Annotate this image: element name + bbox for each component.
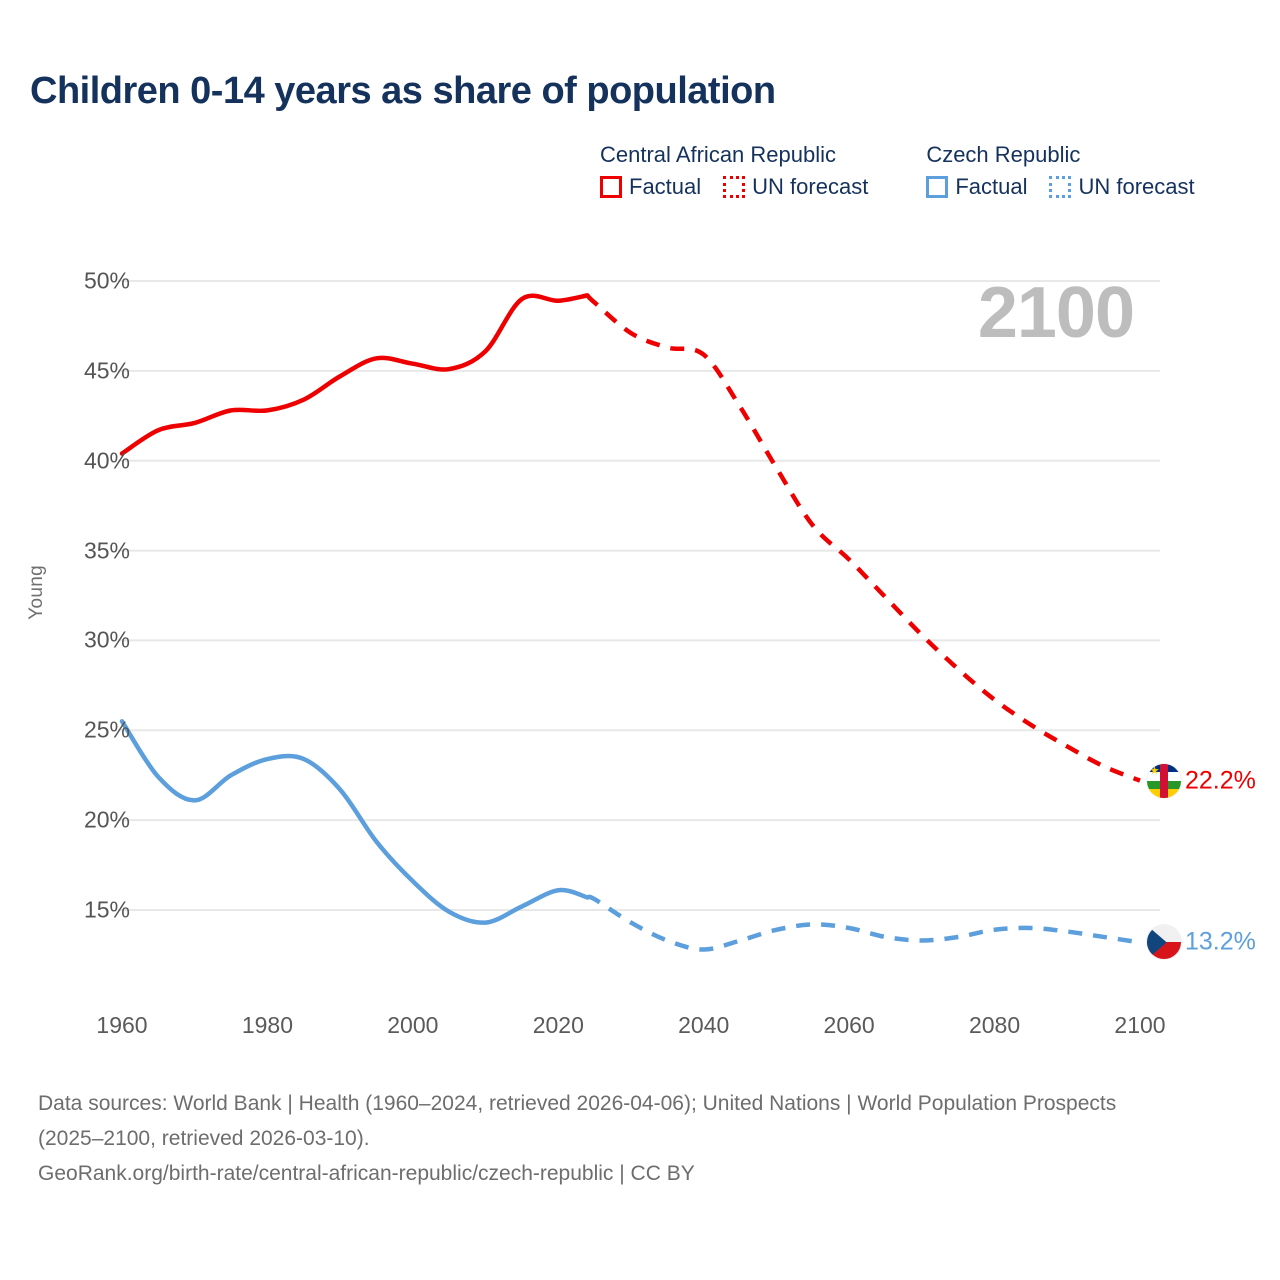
footer-line-2: Population Prospects (2025–2100, retriev… bbox=[38, 1092, 1117, 1150]
legend-group-car: Central African Republic Factual UN fore… bbox=[600, 142, 868, 200]
y-axis-tick-label: 20% bbox=[83, 806, 130, 833]
y-axis-tick-label: 25% bbox=[83, 716, 130, 743]
y-axis-tick-label: 45% bbox=[83, 357, 130, 384]
dotted-line-swatch-icon bbox=[723, 176, 746, 198]
legend-item-cze-factual[interactable]: Factual bbox=[926, 174, 1027, 200]
y-axis-tick-label: 35% bbox=[83, 537, 130, 564]
x-axis-tick-label: 1960 bbox=[96, 1012, 148, 1038]
legend-item-car-factual[interactable]: Factual bbox=[600, 174, 701, 200]
dotted-line-swatch-icon bbox=[1049, 176, 1072, 198]
legend-items-cze: Factual UN forecast bbox=[926, 174, 1195, 200]
solid-line-swatch-icon bbox=[600, 176, 622, 198]
x-axis-tick-label: 2020 bbox=[532, 1012, 584, 1038]
legend-label-car-forecast: UN forecast bbox=[752, 174, 869, 199]
legend-country-car: Central African Republic bbox=[600, 142, 837, 167]
y-axis-label: Young bbox=[26, 565, 47, 620]
y-axis-ticks: 15% 20% 25% 30% 35% 40% 45% 50% bbox=[58, 0, 130, 1280]
y-axis-tick-label: 50% bbox=[83, 267, 130, 294]
solid-line-swatch-icon bbox=[926, 176, 949, 198]
legend-items-car: Factual UN forecast bbox=[600, 174, 868, 200]
footer-line-3[interactable]: GeoRank.org/birth-rate/central-african-r… bbox=[38, 1162, 695, 1185]
cze-flag-icon bbox=[1147, 925, 1181, 960]
year-watermark: 2100 bbox=[977, 273, 1135, 353]
endpoint-label-cze: 13.2% bbox=[1185, 927, 1256, 956]
car-flag-icon bbox=[1147, 763, 1181, 798]
chart-legend: Central African Republic Factual UN fore… bbox=[600, 142, 1260, 200]
legend-item-cze-forecast[interactable]: UN forecast bbox=[1049, 174, 1195, 200]
legend-label-car-factual: Factual bbox=[629, 174, 702, 199]
legend-item-car-forecast[interactable]: UN forecast bbox=[723, 174, 868, 200]
footer-line-1: Data sources: World Bank | Health (1960–… bbox=[38, 1092, 912, 1115]
y-axis-tick-label: 40% bbox=[83, 447, 130, 474]
x-axis-tick-label: 2060 bbox=[823, 1012, 875, 1038]
x-axis-tick-label: 2080 bbox=[968, 1012, 1021, 1038]
legend-group-cze: Czech Republic Factual UN forecast bbox=[926, 142, 1195, 200]
legend-label-cze-forecast: UN forecast bbox=[1078, 174, 1195, 199]
x-axis-tick-label: 2100 bbox=[1114, 1012, 1166, 1038]
endpoint-label-car: 22.2% bbox=[1185, 766, 1256, 795]
x-axis-tick-label: 1980 bbox=[241, 1012, 294, 1038]
x-axis-tick-label: 2000 bbox=[387, 1012, 439, 1038]
x-axis-tick-label: 2040 bbox=[678, 1012, 730, 1038]
y-axis-tick-label: 15% bbox=[83, 896, 130, 923]
y-axis-tick-label: 30% bbox=[83, 626, 130, 653]
footer-sources: Data sources: World Bank | Health (1960–… bbox=[38, 1086, 1178, 1191]
legend-label-cze-factual: Factual bbox=[955, 174, 1028, 199]
page-title: Children 0-14 years as share of populati… bbox=[30, 70, 776, 112]
legend-country-cze: Czech Republic bbox=[926, 142, 1081, 167]
